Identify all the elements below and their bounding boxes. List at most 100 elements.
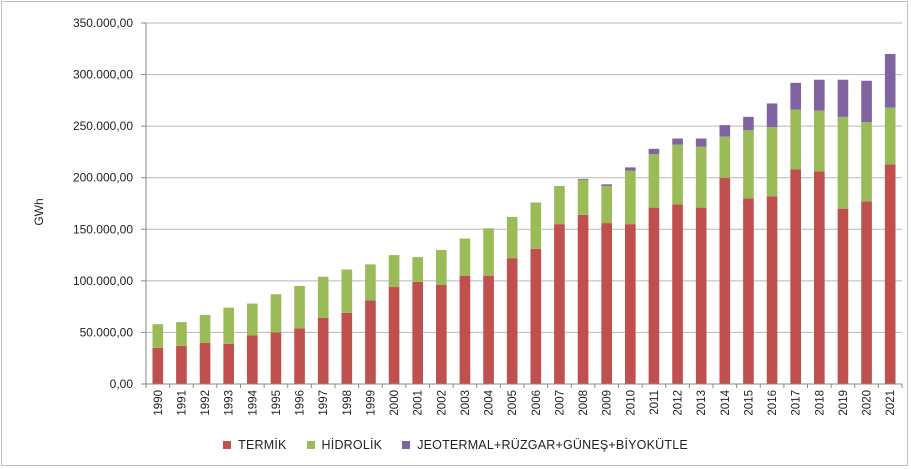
- bar-segment-termik: [152, 347, 164, 384]
- x-tick-label: 2008: [578, 390, 590, 416]
- bar-segment-hidrolik: [388, 255, 400, 288]
- bar-segment-hidrolik: [483, 228, 494, 276]
- bar-segment-hidrolik: [648, 153, 660, 208]
- bar-segment-hidrolik: [199, 314, 211, 343]
- bar-segment-yenilenebilir: [648, 148, 660, 154]
- bar-segment-yenilenebilir: [719, 125, 731, 137]
- bar-segment-yenilenebilir: [790, 82, 802, 110]
- x-tick-label: 2007: [554, 390, 566, 416]
- bar-segment-hidrolik: [459, 238, 471, 276]
- bar-segment-termik: [246, 335, 258, 384]
- bar-segment-hidrolik: [223, 307, 235, 344]
- x-tick-label: 2006: [531, 390, 543, 416]
- bar-segment-termik: [837, 208, 849, 384]
- x-tick-label: 1995: [271, 390, 283, 416]
- y-tick-labels: 0,00 50.000,00 100.000,00 150.000,00 200.000…: [73, 16, 133, 391]
- legend-swatch: [306, 441, 315, 449]
- bar-segment-hidrolik: [435, 249, 447, 285]
- x-tick-label: 2011: [649, 390, 661, 415]
- x-tick-label: 2000: [389, 390, 401, 416]
- bar-segment-hidrolik: [341, 269, 353, 313]
- x-tick-label: 2018: [814, 390, 826, 416]
- bar-segment-termik: [341, 312, 353, 384]
- x-tick-label: 2010: [625, 390, 637, 416]
- x-tick-label: 2009: [602, 390, 614, 416]
- y-tick-label: 100.000,00: [73, 274, 133, 288]
- bar-segment-termik: [199, 342, 211, 384]
- bar-segment-yenilenebilir: [601, 184, 613, 186]
- x-tick-label: 2001: [413, 390, 425, 416]
- y-tick-label: 300.000,00: [73, 68, 133, 82]
- bar-segment-hidrolik: [743, 130, 754, 199]
- bar-segment-termik: [459, 275, 471, 384]
- bar-segment-yenilenebilir: [766, 103, 778, 128]
- x-tick-label: 1996: [295, 390, 307, 416]
- bar-segment-hidrolik: [530, 202, 542, 249]
- bar-segment-termik: [743, 198, 754, 384]
- bar-segment-hidrolik: [672, 144, 683, 205]
- bar-segment-hidrolik: [317, 276, 329, 318]
- bar-segment-termik: [672, 204, 683, 384]
- x-tick-label: 2014: [720, 389, 732, 415]
- x-tick-label: 2005: [507, 390, 519, 416]
- bar-segment-termik: [294, 328, 305, 384]
- bar-segment-termik: [648, 207, 660, 384]
- bar-segment-hidrolik: [861, 122, 872, 202]
- y-tick-label: 250.000,00: [73, 119, 133, 133]
- bar-segment-hidrolik: [624, 170, 636, 225]
- legend-swatch: [402, 441, 411, 449]
- bar-segment-termik: [483, 275, 494, 384]
- bar-segment-termik: [412, 281, 424, 384]
- bar-segment-yenilenebilir: [884, 53, 896, 108]
- x-tick-label: 1999: [365, 390, 377, 416]
- bar-segment-yenilenebilir: [695, 138, 707, 147]
- x-tick-label: 2021: [885, 390, 897, 416]
- bar-segment-hidrolik: [270, 294, 282, 333]
- stacked-bar-chart: 0,00 50.000,00 100.000,00 150.000,00 200.000…: [32, 16, 903, 416]
- x-tick-label: 1998: [342, 390, 354, 416]
- bar-segment-hidrolik: [294, 286, 305, 329]
- x-tick-label: 2017: [791, 390, 803, 416]
- axes: [141, 22, 903, 388]
- bar-segment-yenilenebilir: [813, 79, 825, 111]
- bar-segment-termik: [884, 164, 896, 384]
- y-tick-label: 200.000,00: [73, 171, 133, 185]
- bar-segment-hidrolik: [176, 322, 187, 346]
- bar-segment-hidrolik: [790, 109, 802, 170]
- x-tick-label: 2003: [460, 390, 472, 416]
- bar-segment-yenilenebilir: [624, 167, 636, 171]
- bar-segment-termik: [554, 224, 565, 384]
- bar-segment-termik: [624, 224, 636, 384]
- x-tick-label: 2004: [484, 389, 496, 415]
- y-axis-label: GWh: [32, 198, 46, 225]
- bar-segment-termik: [790, 169, 802, 384]
- bar-segment-hidrolik: [246, 303, 258, 336]
- y-tick-label: 0,00: [110, 377, 134, 391]
- bar-segment-termik: [365, 300, 376, 384]
- bar-segment-termik: [176, 345, 187, 384]
- gridlines: [146, 22, 902, 333]
- x-tick-label: 1994: [247, 389, 259, 415]
- bar-segment-termik: [577, 214, 589, 384]
- legend-item: JEOTERMAL+RÜZGAR+GÜNEŞ+BİYOKÜTLE: [402, 438, 688, 452]
- bar-segment-hidrolik: [365, 264, 376, 301]
- legend-swatch: [223, 441, 232, 449]
- x-tick-label: 2012: [673, 390, 685, 416]
- y-tick-label: 350.000,00: [73, 16, 133, 30]
- bar-segment-termik: [388, 287, 400, 384]
- y-tick-label: 150.000,00: [73, 222, 133, 236]
- bar-segment-hidrolik: [412, 257, 424, 282]
- x-tick-label: 1997: [318, 390, 330, 416]
- bar-segment-termik: [435, 284, 447, 384]
- bar-segment-hidrolik: [554, 185, 565, 225]
- bar-segment-hidrolik: [719, 136, 731, 178]
- bar-segment-termik: [813, 171, 825, 384]
- x-tick-label: 2013: [696, 390, 708, 416]
- bar-segment-yenilenebilir: [837, 79, 849, 117]
- bar-segment-termik: [223, 343, 235, 384]
- bar-segment-hidrolik: [152, 324, 164, 348]
- bar-segment-yenilenebilir: [861, 80, 872, 123]
- bar-segment-hidrolik: [766, 127, 778, 197]
- bar-segment-yenilenebilir: [743, 116, 754, 131]
